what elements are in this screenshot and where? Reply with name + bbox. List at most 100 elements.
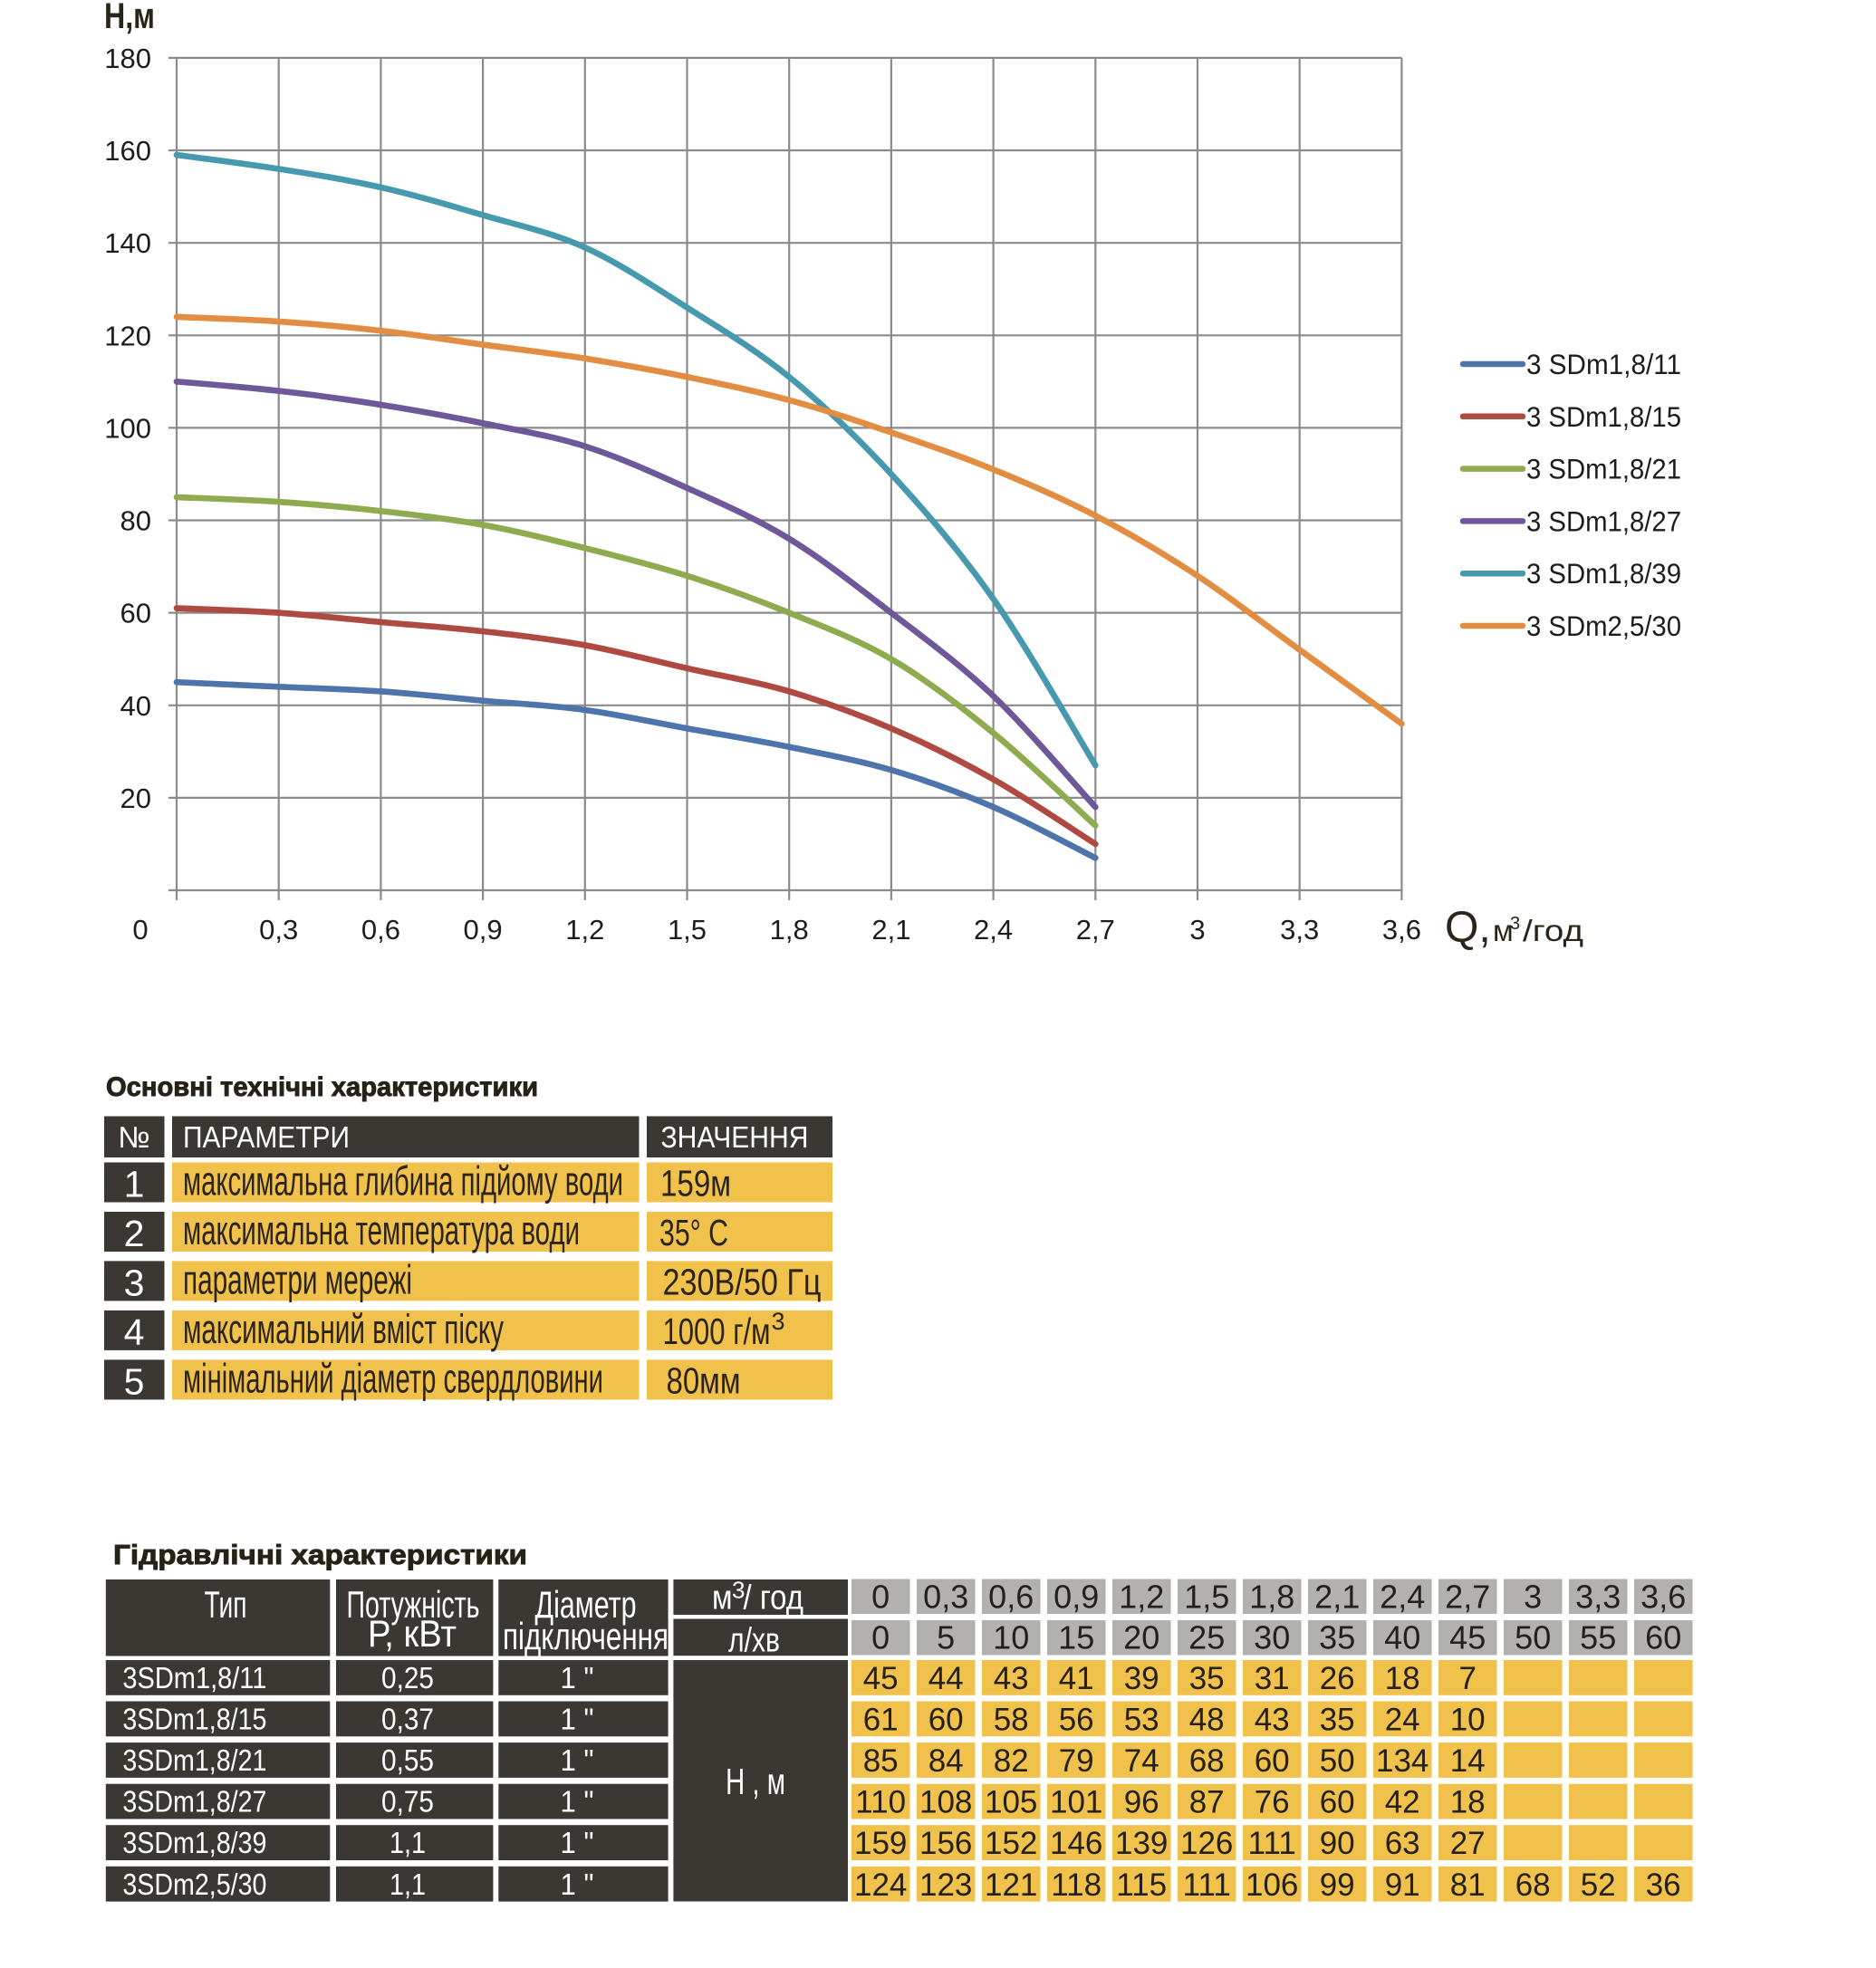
svg-text:61: 61 [863,1703,899,1738]
svg-text:Основні технічні характеристик: Основні технічні характеристики [106,1072,538,1102]
svg-text:99: 99 [1320,1867,1355,1903]
svg-text:0,37: 0,37 [381,1703,434,1736]
svg-text:0: 0 [871,1579,890,1616]
svg-text:/ год: / год [744,1579,804,1618]
svg-text:1 ": 1 " [561,1743,594,1777]
svg-text:42: 42 [1385,1785,1420,1820]
svg-text:159м: 159м [660,1163,731,1205]
svg-text:Тип: Тип [205,1583,247,1626]
svg-text:35: 35 [1320,1703,1355,1738]
svg-text:1,2: 1,2 [565,914,604,946]
svg-text:3 SDm1,8/39: 3 SDm1,8/39 [1526,557,1681,590]
svg-text:3 SDm1,8/21: 3 SDm1,8/21 [1526,453,1681,485]
svg-text:121: 121 [985,1867,1037,1903]
svg-text:5: 5 [124,1360,145,1402]
svg-text:3 SDm2,5/30: 3 SDm2,5/30 [1526,610,1681,642]
svg-text:3,6: 3,6 [1382,914,1421,946]
svg-text:14: 14 [1450,1743,1486,1779]
svg-text:45: 45 [1449,1619,1486,1656]
svg-text:1 ": 1 " [561,1661,594,1694]
svg-text:20: 20 [1123,1619,1159,1656]
svg-text:68: 68 [1515,1867,1551,1903]
svg-text:3: 3 [1189,914,1205,946]
svg-text:48: 48 [1189,1703,1225,1738]
svg-text:Діаметр: Діаметр [535,1583,637,1626]
svg-text:43: 43 [994,1661,1029,1696]
svg-text:2,1: 2,1 [871,914,910,946]
svg-text:18: 18 [1450,1785,1486,1820]
svg-text:3: 3 [124,1262,145,1303]
svg-text:2,1: 2,1 [1314,1579,1360,1616]
svg-text:24: 24 [1385,1703,1420,1738]
svg-text:3: 3 [1510,914,1520,934]
svg-text:1,1: 1,1 [390,1867,426,1901]
svg-text:140: 140 [104,227,151,259]
svg-text:0: 0 [132,914,148,946]
svg-text:35: 35 [1319,1619,1355,1656]
svg-text:156: 156 [919,1826,972,1861]
svg-text:7: 7 [1458,1661,1476,1696]
svg-text:0,9: 0,9 [1053,1579,1099,1616]
svg-text:18: 18 [1385,1661,1420,1696]
svg-text:27: 27 [1450,1826,1486,1861]
svg-text:146: 146 [1050,1826,1102,1861]
svg-text:230В/50 Гц: 230В/50 Гц [663,1261,822,1302]
svg-text:максимальний вміст піску: максимальний вміст піску [183,1306,504,1352]
svg-text:2,7: 2,7 [1445,1579,1490,1616]
svg-text:111: 111 [1248,1826,1296,1861]
svg-text:параметри мережі: параметри мережі [183,1256,412,1302]
svg-text:1 ": 1 " [561,1867,594,1901]
svg-text:159: 159 [854,1826,907,1861]
svg-text:79: 79 [1059,1743,1094,1779]
svg-text:3: 3 [732,1577,745,1604]
svg-text:2,4: 2,4 [974,914,1013,946]
svg-text:115: 115 [1116,1867,1167,1903]
svg-text:26: 26 [1320,1661,1355,1696]
svg-text:96: 96 [1124,1785,1159,1820]
svg-text:81: 81 [1450,1867,1486,1903]
svg-text:3,3: 3,3 [1575,1579,1621,1616]
svg-text:1 ": 1 " [561,1826,594,1859]
svg-text:4: 4 [124,1311,145,1353]
svg-text:№: № [118,1120,149,1154]
svg-text:35: 35 [1189,1661,1225,1696]
svg-text:55: 55 [1580,1619,1616,1656]
svg-text:76: 76 [1255,1785,1290,1820]
svg-text:0,75: 0,75 [381,1785,434,1819]
svg-text:0,9: 0,9 [464,914,503,946]
svg-text:100: 100 [104,412,151,444]
svg-text:39: 39 [1124,1661,1159,1696]
svg-text:36: 36 [1646,1867,1681,1903]
svg-text:підключення: підключення [503,1615,669,1657]
svg-text:90: 90 [1320,1826,1355,1861]
svg-text:м: м [712,1579,733,1618]
svg-text:Потужність: Потужність [347,1583,480,1626]
svg-text:60: 60 [928,1703,964,1738]
svg-text:43: 43 [1255,1703,1290,1738]
svg-text:53: 53 [1124,1703,1159,1738]
svg-text:124: 124 [854,1867,907,1903]
svg-text:56: 56 [1059,1703,1094,1738]
svg-text:40: 40 [1384,1619,1420,1656]
svg-text:44: 44 [928,1661,964,1696]
svg-text:2: 2 [124,1213,145,1254]
svg-text:3,6: 3,6 [1640,1579,1686,1616]
svg-text:1,5: 1,5 [668,914,707,946]
svg-text:Гідравлічні характеристики: Гідравлічні характеристики [113,1539,527,1570]
svg-text:60: 60 [1320,1785,1355,1820]
svg-text:139: 139 [1115,1826,1168,1861]
svg-text:87: 87 [1189,1785,1225,1820]
svg-text:50: 50 [1320,1743,1355,1779]
svg-text:3SDm2,5/30: 3SDm2,5/30 [122,1867,266,1901]
svg-text:1: 1 [124,1164,145,1205]
svg-text:максимальна температура води: максимальна температура води [183,1207,580,1253]
svg-text:м: м [1493,914,1514,947]
svg-text:0: 0 [871,1619,890,1656]
svg-text:0,6: 0,6 [988,1579,1034,1616]
svg-text:1,5: 1,5 [1184,1579,1229,1616]
svg-text:1000 г/м: 1000 г/м [663,1310,771,1352]
svg-text:5: 5 [937,1619,955,1656]
svg-text:3,3: 3,3 [1280,914,1319,946]
svg-text:3SDm1,8/21: 3SDm1,8/21 [122,1743,266,1777]
svg-text:40: 40 [120,690,151,722]
